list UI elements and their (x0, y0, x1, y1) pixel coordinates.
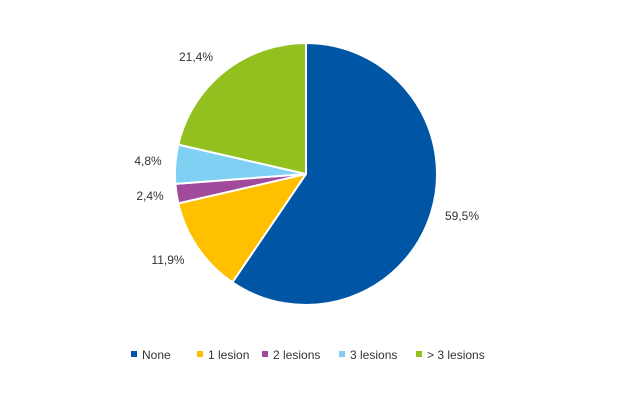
legend-marker (262, 351, 268, 357)
pie-slice-1-lesion (177, 173, 307, 284)
legend-label: None (142, 348, 171, 362)
legend-item: 1 lesion (197, 348, 249, 362)
legend-item: 2 lesions (262, 348, 320, 362)
data-label: 4,8% (134, 154, 162, 168)
legend-label: 1 lesion (208, 348, 249, 362)
legend-label: 2 lesions (273, 348, 320, 362)
pie-data-labels: 59,5% 11,9% 2,4% 4,8% 21,4% (134, 50, 479, 267)
legend-label: > 3 lesions (427, 348, 485, 362)
legend-item: 3 lesions (339, 348, 397, 362)
legend-item: None (131, 348, 171, 362)
legend-label: 3 lesions (350, 348, 397, 362)
data-label: 21,4% (179, 50, 213, 64)
legend: None 1 lesion 2 lesions 3 lesions > 3 lesion… (131, 348, 485, 362)
data-label: 11,9% (151, 253, 184, 267)
legend-marker (131, 351, 137, 357)
legend-item: > 3 lesions (416, 348, 485, 362)
data-label: 59,5% (445, 209, 479, 223)
legend-marker (339, 351, 345, 357)
pie-slices (174, 42, 438, 306)
legend-marker (197, 351, 203, 357)
data-label: 2,4% (136, 189, 164, 203)
pie-slice-3-lesions (177, 42, 307, 175)
pie-slice-none (231, 42, 438, 306)
legend-marker (416, 351, 422, 357)
